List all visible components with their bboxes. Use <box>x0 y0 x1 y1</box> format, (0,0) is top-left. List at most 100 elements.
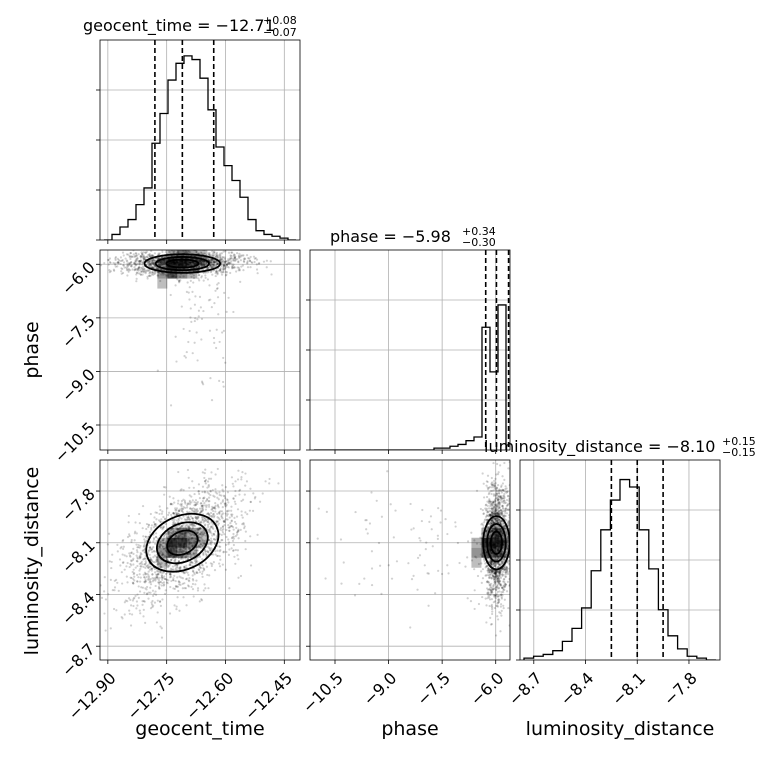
scatter-point <box>146 256 150 259</box>
title-phase: phase = −5.98 +0.34 −0.30 <box>330 225 496 249</box>
scatter-point <box>228 526 231 529</box>
scatter-point <box>231 536 234 539</box>
scatter-point <box>130 255 133 258</box>
scatter-point <box>173 574 176 577</box>
scatter-point <box>157 267 160 270</box>
scatter-point <box>494 634 498 637</box>
scatter-point <box>220 264 223 268</box>
scatter-point <box>486 480 489 484</box>
scatter-point <box>116 543 119 546</box>
scatter-point <box>171 527 175 530</box>
scatter-point <box>152 546 155 549</box>
scatter-point <box>159 262 162 265</box>
scatter-point <box>200 260 203 263</box>
scatter-point <box>242 523 245 526</box>
scatter-point <box>174 335 177 338</box>
scatter-point <box>199 261 202 264</box>
scatter-point <box>218 493 221 497</box>
scatter-point <box>248 259 252 263</box>
scatter-point <box>186 506 189 509</box>
scatter-point <box>143 563 146 566</box>
scatter-point <box>202 256 205 259</box>
scatter-point <box>216 512 219 515</box>
scatter-point <box>232 543 235 547</box>
scatter-point <box>134 263 138 266</box>
scatter-point <box>200 317 204 321</box>
scatter-point <box>161 528 164 531</box>
scatter-point <box>153 516 156 519</box>
scatter-point <box>235 522 238 525</box>
scatter-point <box>149 556 152 559</box>
scatter-point <box>208 329 212 332</box>
scatter-point <box>201 518 204 521</box>
scatter-point <box>186 468 190 472</box>
scatter-point <box>219 253 222 256</box>
scatter-point <box>233 256 236 259</box>
scatter-point <box>112 268 115 271</box>
scatter-point <box>231 251 234 254</box>
scatter-point <box>156 611 159 614</box>
scatter-point <box>161 551 164 555</box>
scatter-point <box>152 266 155 269</box>
scatter-point <box>180 502 183 505</box>
scatter-point <box>489 616 492 619</box>
scatter-panel-geocent-time-vs-phase <box>96 249 301 454</box>
scatter-point <box>242 269 245 272</box>
scatter-point <box>227 258 230 261</box>
scatter-point <box>505 553 508 556</box>
scatter-point <box>224 265 228 268</box>
scatter-point <box>485 495 489 499</box>
scatter-point <box>179 556 182 559</box>
scatter-point <box>214 510 217 513</box>
scatter-point <box>151 270 155 274</box>
scatter-point <box>216 504 220 508</box>
scatter-point <box>226 263 229 266</box>
scatter-point <box>187 573 190 577</box>
scatter-point <box>225 262 228 266</box>
scatter-point <box>162 515 165 519</box>
scatter-point <box>206 551 210 554</box>
scatter-point <box>179 547 182 551</box>
scatter-point <box>177 470 180 474</box>
scatter-point <box>136 560 139 563</box>
scatter-point <box>194 503 197 506</box>
scatter-point <box>196 529 199 532</box>
scatter-point <box>497 510 501 513</box>
scatter-point <box>203 524 206 527</box>
scatter-point <box>138 260 141 263</box>
scatter-point <box>184 547 188 550</box>
scatter-point <box>171 518 174 522</box>
scatter-point <box>172 250 175 253</box>
scatter-point <box>133 579 136 582</box>
scatter-point <box>109 627 112 630</box>
scatter-point <box>142 565 145 568</box>
scatter-point <box>209 254 212 257</box>
scatter-point <box>136 573 139 577</box>
scatter-point <box>219 255 222 258</box>
scatter-point <box>136 268 139 272</box>
scatter-point <box>170 559 173 562</box>
scatter-point <box>187 291 190 294</box>
scatter-point <box>159 260 162 263</box>
scatter-point <box>222 267 225 270</box>
scatter-point <box>510 530 512 532</box>
scatter-point <box>237 255 241 258</box>
scatter-point <box>153 266 156 269</box>
scatter-point <box>188 329 191 333</box>
scatter-point <box>147 253 150 256</box>
scatter-point <box>184 518 187 522</box>
scatter-point <box>209 271 213 274</box>
scatter-point <box>195 250 198 253</box>
scatter-point <box>208 539 211 542</box>
scatter-point <box>127 521 130 524</box>
title-label: luminosity_distance <box>484 437 643 457</box>
scatter-point <box>138 590 142 593</box>
scatter-point <box>161 250 164 254</box>
scatter-point <box>416 556 420 559</box>
scatter-point <box>515 549 517 551</box>
scatter-point <box>430 528 433 531</box>
scatter-point <box>151 258 154 261</box>
scatter-point <box>233 266 236 269</box>
scatter-point <box>342 561 345 564</box>
scatter-point <box>188 286 191 289</box>
